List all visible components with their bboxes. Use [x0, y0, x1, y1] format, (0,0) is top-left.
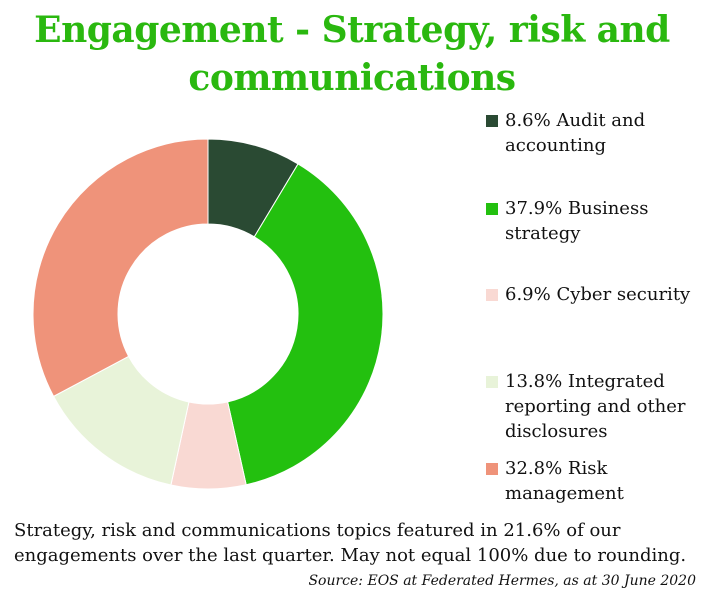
legend-swatch-business-strategy: [486, 203, 498, 215]
footer-note: Strategy, risk and communications topics…: [14, 520, 687, 566]
legend-swatch-integrated-reporting: [486, 376, 498, 388]
legend-label-risk-management: 32.8% Risk management: [505, 458, 624, 504]
chart-title-line-2: communications: [188, 57, 516, 99]
legend-item-audit: 8.6% Audit and accounting: [486, 108, 697, 158]
donut-chart: [32, 138, 384, 490]
legend-item-risk-management: 32.8% Risk management: [486, 456, 697, 506]
legend-item-integrated-reporting: 13.8% Integrated reporting and other dis…: [486, 369, 697, 444]
chart-title: Engagement - Strategy, risk and communic…: [0, 6, 704, 102]
legend-swatch-cyber-security: [486, 289, 498, 301]
legend-swatch-audit: [486, 115, 498, 127]
legend-swatch-risk-management: [486, 463, 498, 475]
donut-slice-business-strategy: [227, 163, 384, 486]
chart-title-line-1: Engagement - Strategy, risk and: [34, 9, 670, 51]
legend-label-business-strategy: 37.9% Business strategy: [505, 198, 649, 244]
legend-item-cyber-security: 6.9% Cyber security: [486, 282, 697, 307]
legend-label-integrated-reporting: 13.8% Integrated reporting and other dis…: [505, 371, 686, 442]
source-note: Source: EOS at Federated Hermes, as at 3…: [308, 573, 696, 589]
legend-item-business-strategy: 37.9% Business strategy: [486, 196, 697, 246]
legend-label-audit: 8.6% Audit and accounting: [505, 110, 646, 156]
donut-slice-risk-management: [32, 138, 209, 398]
legend-label-cyber-security: 6.9% Cyber security: [505, 284, 691, 305]
